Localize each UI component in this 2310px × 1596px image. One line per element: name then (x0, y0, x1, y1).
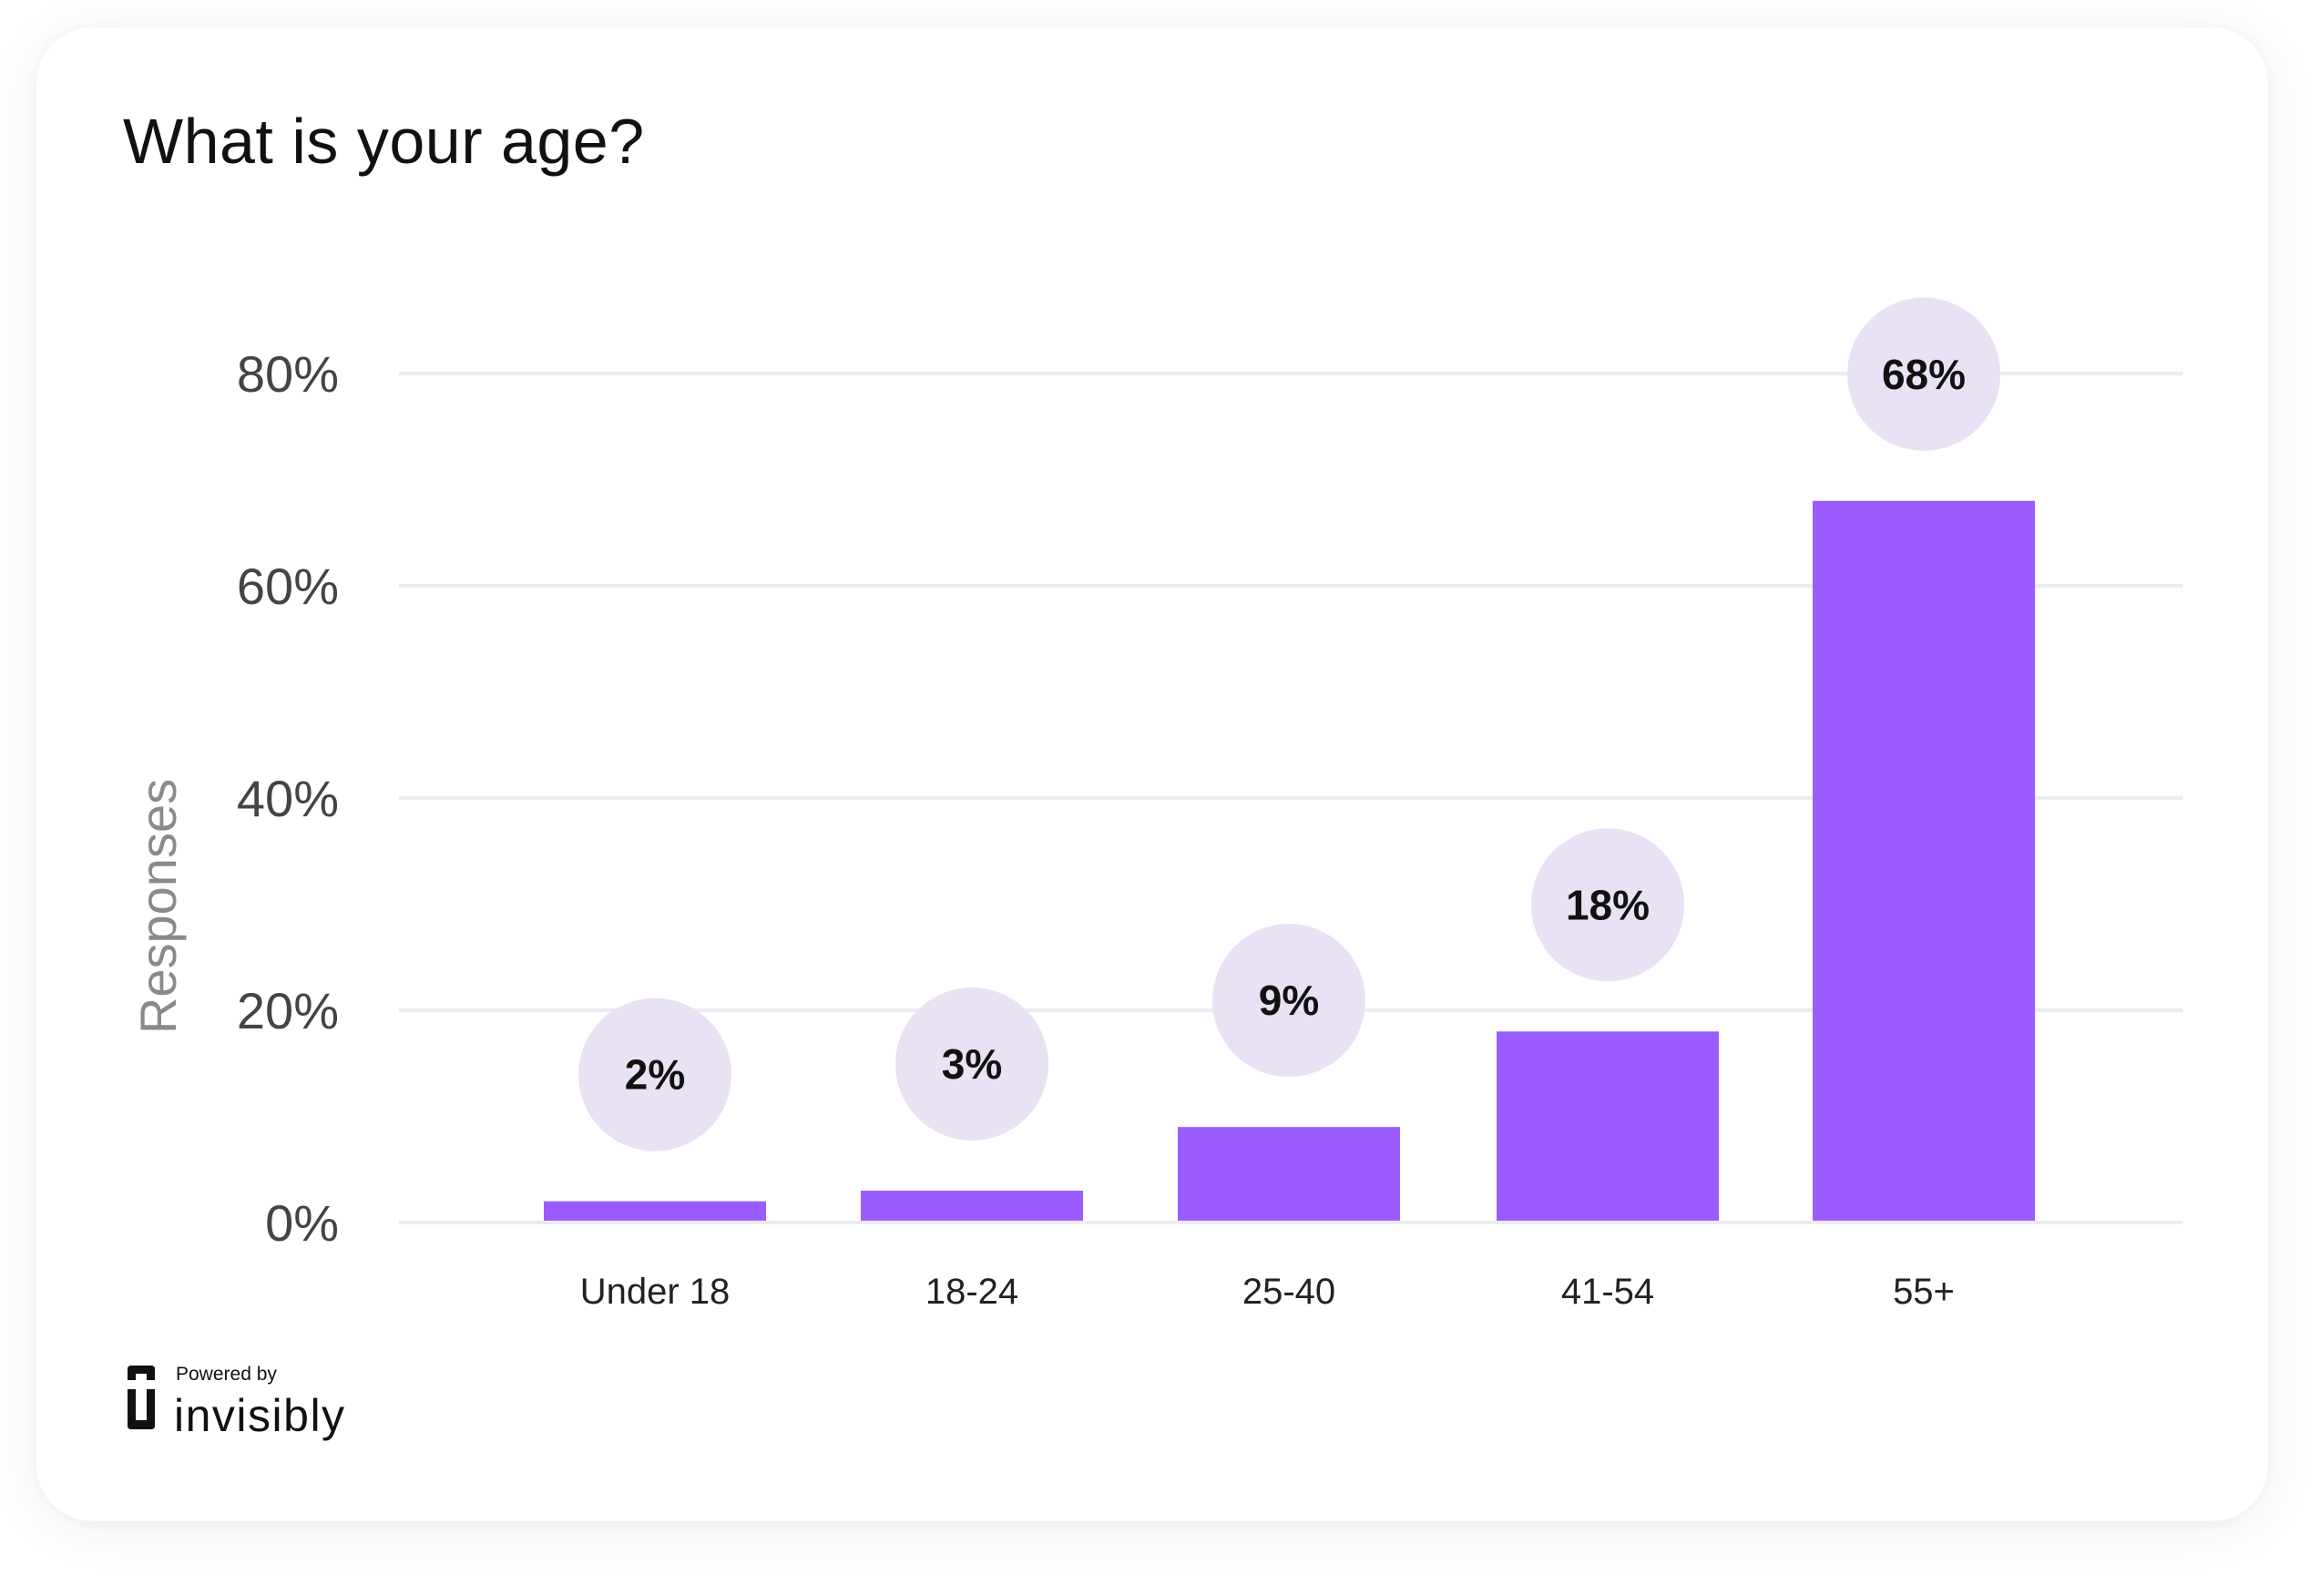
y-tick-label: 40% (237, 770, 339, 827)
brand-name: invisibly (174, 1390, 346, 1441)
y-tick-label: 60% (237, 558, 339, 615)
value-label-bubble (1531, 828, 1684, 982)
data-label: 2% (625, 1051, 685, 1099)
x-tick-label: 25-40 (1242, 1272, 1335, 1312)
chart-title: What is your age? (123, 106, 645, 177)
y-tick-label: 80% (237, 345, 339, 403)
data-label: 68% (1882, 351, 1966, 398)
y-axis-ticks: 0% 20% 40% 60% 80% (237, 345, 339, 1252)
x-tick-label: 18-24 (925, 1272, 1018, 1312)
value-label-bubble (895, 987, 1048, 1141)
bar (1497, 1031, 1719, 1221)
x-tick-label: Under 18 (580, 1272, 731, 1312)
bar (1813, 500, 2035, 1221)
x-tick-label: 55+ (1893, 1272, 1955, 1312)
x-axis-ticks: Under 18 18-24 25-40 41-54 55+ (580, 1272, 1955, 1312)
invisibly-logo-icon (128, 1366, 155, 1429)
data-label: 3% (942, 1040, 1002, 1088)
y-tick-label: 20% (237, 982, 339, 1039)
bars (544, 500, 2035, 1221)
value-labels: 2% 3% 9% 18% 68% (578, 297, 2000, 1151)
data-label: 9% (1259, 977, 1319, 1024)
x-tick-label: 41-54 (1561, 1272, 1654, 1312)
powered-by-branding: Powered by invisibly (123, 1362, 360, 1444)
y-axis-label: Responses (129, 779, 187, 1034)
data-label: 18% (1566, 881, 1650, 928)
value-label-bubble (578, 998, 731, 1151)
value-label-bubble (1212, 924, 1365, 1078)
bar (544, 1201, 766, 1221)
powered-by-text: Powered by (176, 1364, 277, 1385)
bar (1178, 1127, 1400, 1221)
value-label-bubble (1847, 297, 2000, 451)
y-tick-label: 0% (265, 1194, 339, 1252)
bar (861, 1191, 1083, 1221)
